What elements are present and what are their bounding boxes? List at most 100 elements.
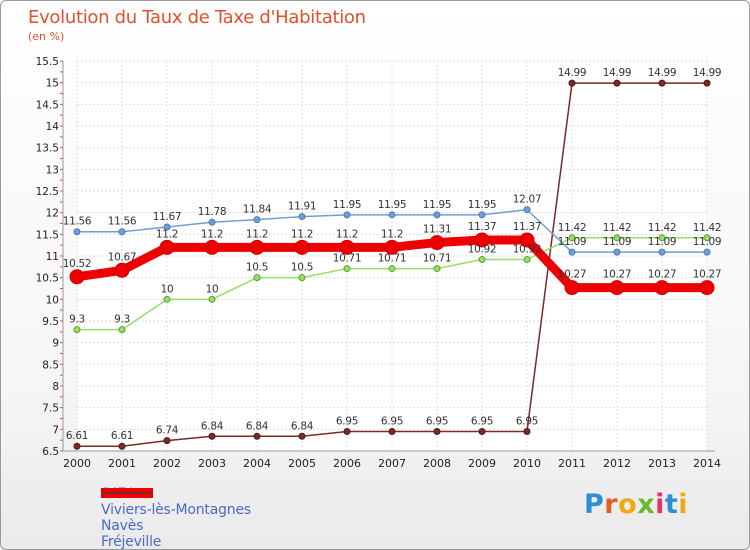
data-point-naves [343,265,351,273]
logo-letter: x [637,489,656,520]
logo-letter: t [664,489,679,520]
data-point-viviers [568,248,576,256]
data-label-saix: 10.27 [648,269,677,281]
data-label-naves: 10.71 [423,253,452,265]
data-point-saix [294,239,310,255]
data-label-saix: 11.2 [246,228,268,240]
legend-swatch-frejeville [101,492,153,494]
data-label-naves: 9.3 [114,314,130,326]
data-label-saix: 10.27 [693,269,722,281]
data-label-saix: 11.2 [156,228,178,240]
legend-label-naves: Navès [101,518,144,534]
data-label-frejeville: 6.61 [66,430,88,442]
data-label-viviers: 11.09 [648,236,677,248]
data-label-naves: 10 [206,283,219,295]
legend-item-viviers: Viviers-lès-Montagnes [101,492,251,518]
data-point-saix [654,280,670,296]
data-point-naves [568,234,576,242]
data-label-saix: 11.2 [381,228,403,240]
data-label-frejeville: 14.99 [558,67,587,79]
data-label-frejeville: 6.61 [111,430,133,442]
data-point-frejeville [703,79,711,87]
data-label-saix: 11.2 [336,228,358,240]
data-label-frejeville: 14.99 [603,67,632,79]
data-point-viviers [343,211,351,219]
data-point-viviers [208,218,216,226]
data-label-saix: 11.37 [468,221,497,233]
y-tick-label: 12.5 [36,186,59,198]
x-tick-label: 2003 [198,457,226,470]
y-tick-label: 10.5 [36,273,59,285]
data-label-viviers: 11.67 [153,211,182,223]
data-point-naves [253,274,261,282]
chart-title: Evolution du Taux de Taxe d'Habitation [28,7,366,28]
data-point-viviers [703,248,711,256]
data-point-saix [519,232,535,248]
data-point-naves [118,326,126,334]
data-point-frejeville [613,79,621,87]
data-point-saix [564,280,580,296]
data-point-frejeville [478,428,486,435]
y-tick-label: 15.5 [36,56,59,68]
data-point-saix [384,239,400,255]
data-point-frejeville [433,428,441,435]
data-label-frejeville: 6.95 [336,416,358,428]
data-point-viviers [433,211,441,219]
y-tick-label: 9.5 [42,316,59,328]
legend-label-frejeville: Fréjeville [101,534,162,550]
data-point-frejeville [568,79,576,87]
y-tick-label: 7.5 [42,403,59,415]
data-label-saix: 11.31 [423,224,452,236]
data-label-naves: 10.92 [513,243,542,255]
data-label-naves: 11.42 [693,222,722,234]
y-tick-label: 6.5 [42,446,59,458]
data-label-viviers: 11.09 [603,236,632,248]
y-tick-label: 12 [46,208,59,220]
data-label-naves: 10.5 [291,262,313,274]
data-label-naves: 10.71 [333,253,362,265]
logo-letter: i [678,489,689,520]
y-tick-label: 15 [46,78,59,90]
x-tick-label: 2005 [288,457,316,470]
proxiti-logo: Proxiti [584,489,688,520]
data-label-saix: 10.27 [603,269,632,281]
data-point-frejeville [208,432,216,440]
data-point-saix [699,280,715,296]
data-point-saix [339,239,355,255]
x-tick-label: 2007 [378,457,406,470]
data-label-viviers: 11.78 [198,206,227,218]
y-axis-unit: (en %) [28,30,65,43]
data-point-naves [658,234,666,242]
y-tick-label: 10 [46,294,59,306]
data-point-viviers [163,223,171,231]
data-point-viviers [388,211,396,219]
data-point-naves [388,265,396,273]
data-label-frejeville: 14.99 [693,67,722,79]
data-point-saix [204,239,220,255]
data-point-saix [114,262,130,278]
x-tick-label: 2002 [153,457,181,470]
data-label-frejeville: 6.84 [246,420,269,432]
data-point-viviers [118,228,126,236]
x-tick-label: 2008 [423,457,451,470]
logo-letter: i [655,489,665,520]
data-label-saix: 10.27 [558,269,587,281]
data-label-naves: 9.3 [69,314,85,326]
data-point-viviers [253,216,261,224]
y-tick-label: 8.5 [42,359,59,371]
data-point-viviers [298,213,306,221]
y-tick-label: 14.5 [36,99,59,111]
data-point-saix [159,239,175,255]
data-label-viviers: 11.95 [333,199,362,211]
x-tick-label: 2006 [333,457,361,470]
data-label-naves: 11.42 [558,222,587,234]
data-point-viviers [523,206,531,214]
data-label-viviers: 11.91 [288,201,317,213]
data-label-saix: 10.52 [63,258,92,270]
logo-letter: r [604,489,619,520]
data-label-frejeville: 14.99 [648,67,677,79]
x-tick-label: 2001 [108,457,136,470]
data-label-frejeville: 6.95 [381,416,403,428]
